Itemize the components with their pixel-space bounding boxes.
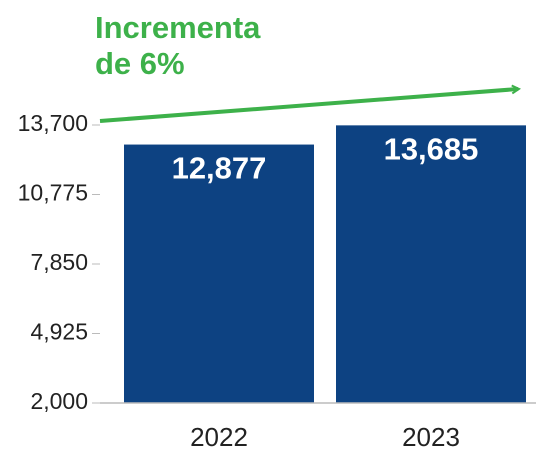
y-tick-label: 10,775 — [18, 180, 88, 206]
y-tick-label: 13,700 — [18, 110, 88, 136]
annotation: Incrementa — [95, 10, 261, 45]
bar — [336, 125, 526, 403]
arrow — [99, 89, 518, 123]
y-tick-label: 2,000 — [30, 388, 88, 414]
annotation: de 6% — [95, 46, 185, 81]
y-tick-label: 7,850 — [30, 249, 88, 275]
x-tick-label: 2023 — [402, 422, 460, 451]
bar — [124, 144, 314, 403]
y-tick-label: 4,925 — [30, 319, 88, 345]
value-label: 12,877 — [172, 151, 267, 186]
x-tick-label: 2022 — [190, 422, 248, 451]
value-label: 13,685 — [384, 132, 479, 167]
